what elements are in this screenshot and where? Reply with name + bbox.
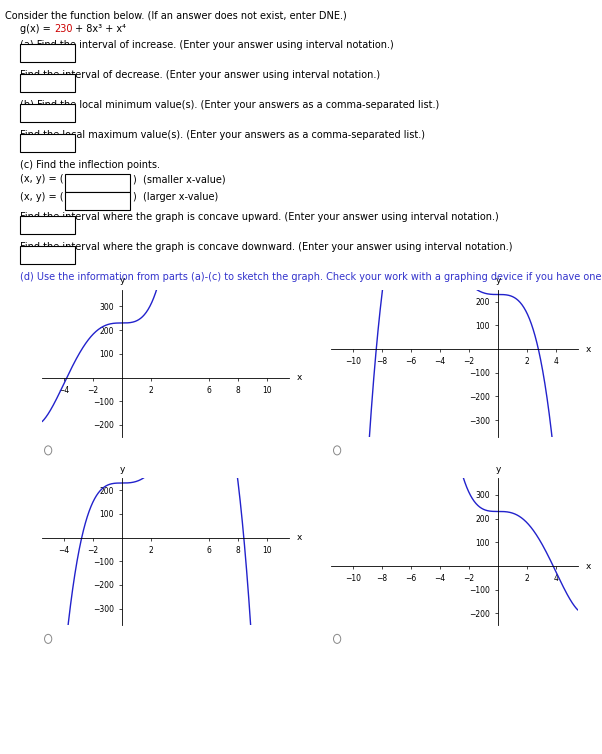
Text: Find the interval where the graph is concave downward. (Enter your answer using : Find the interval where the graph is con… xyxy=(20,242,512,252)
Text: 230: 230 xyxy=(54,24,72,34)
Text: x: x xyxy=(585,345,591,354)
Text: (d) Use the information from parts (a)-(c) to sketch the graph. Check your work : (d) Use the information from parts (a)-(… xyxy=(20,272,602,282)
Text: (x, y) = (: (x, y) = ( xyxy=(20,174,64,184)
Text: Find the local maximum value(s). (Enter your answers as a comma-separated list.): Find the local maximum value(s). (Enter … xyxy=(20,130,425,140)
Text: (x, y) = (: (x, y) = ( xyxy=(20,192,64,202)
Bar xyxy=(20,246,75,264)
Text: Find the interval of decrease. (Enter your answer using interval notation.): Find the interval of decrease. (Enter yo… xyxy=(20,70,380,80)
Text: )  (larger x-value): ) (larger x-value) xyxy=(133,192,219,202)
Text: Consider the function below. (If an answer does not exist, enter DNE.): Consider the function below. (If an answ… xyxy=(5,10,347,20)
Text: g(x) =: g(x) = xyxy=(20,24,54,34)
Text: y: y xyxy=(119,465,125,474)
Bar xyxy=(65,192,130,210)
Text: y: y xyxy=(119,277,125,285)
Text: x: x xyxy=(585,562,591,571)
Text: y: y xyxy=(495,277,501,285)
Text: y: y xyxy=(495,465,501,474)
Bar xyxy=(20,216,75,234)
Bar xyxy=(65,174,130,192)
Bar xyxy=(20,134,75,152)
Text: + 8x³ + x⁴: + 8x³ + x⁴ xyxy=(72,24,126,34)
Bar xyxy=(20,44,75,62)
Text: x: x xyxy=(296,373,302,382)
Text: )  (smaller x-value): ) (smaller x-value) xyxy=(133,174,226,184)
Bar xyxy=(20,74,75,92)
Text: x: x xyxy=(296,533,302,542)
Bar xyxy=(20,104,75,122)
Text: (c) Find the inflection points.: (c) Find the inflection points. xyxy=(20,160,160,170)
Text: Find the interval where the graph is concave upward. (Enter your answer using in: Find the interval where the graph is con… xyxy=(20,212,498,222)
Text: (b) Find the local minimum value(s). (Enter your answers as a comma-separated li: (b) Find the local minimum value(s). (En… xyxy=(20,100,439,110)
Text: (a) Find the interval of increase. (Enter your answer using interval notation.): (a) Find the interval of increase. (Ente… xyxy=(20,40,394,50)
